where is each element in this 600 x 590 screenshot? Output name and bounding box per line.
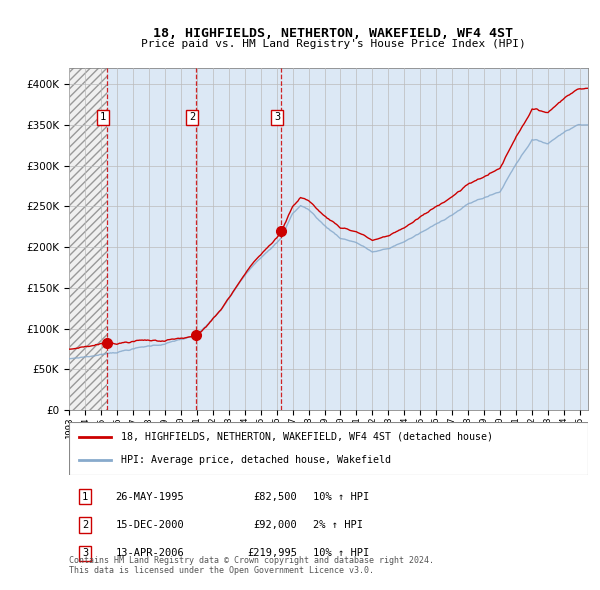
Text: 3: 3	[274, 113, 280, 123]
FancyBboxPatch shape	[69, 422, 588, 475]
Text: 18, HIGHFIELDS, NETHERTON, WAKEFIELD, WF4 4ST (detached house): 18, HIGHFIELDS, NETHERTON, WAKEFIELD, WF…	[121, 432, 493, 442]
Text: 3: 3	[82, 549, 88, 558]
Bar	[69, 68, 107, 410]
Text: 13-APR-2006: 13-APR-2006	[116, 549, 184, 558]
Text: 18, HIGHFIELDS, NETHERTON, WAKEFIELD, WF4 4ST: 18, HIGHFIELDS, NETHERTON, WAKEFIELD, WF…	[153, 27, 513, 40]
Text: 10% ↑ HPI: 10% ↑ HPI	[313, 549, 369, 558]
Text: 26-MAY-1995: 26-MAY-1995	[116, 492, 184, 502]
Text: 2: 2	[189, 113, 195, 123]
Text: 15-DEC-2000: 15-DEC-2000	[116, 520, 184, 530]
Text: Price paid vs. HM Land Registry's House Price Index (HPI): Price paid vs. HM Land Registry's House …	[140, 39, 526, 49]
Text: £82,500: £82,500	[254, 492, 298, 502]
Text: Contains HM Land Registry data © Crown copyright and database right 2024.
This d: Contains HM Land Registry data © Crown c…	[69, 556, 434, 575]
Text: £92,000: £92,000	[254, 520, 298, 530]
Text: £219,995: £219,995	[247, 549, 298, 558]
Text: 2: 2	[82, 520, 88, 530]
Text: 10% ↑ HPI: 10% ↑ HPI	[313, 492, 369, 502]
Text: HPI: Average price, detached house, Wakefield: HPI: Average price, detached house, Wake…	[121, 455, 391, 465]
Text: 1: 1	[100, 113, 106, 123]
Text: 2% ↑ HPI: 2% ↑ HPI	[313, 520, 363, 530]
Text: 1: 1	[82, 492, 88, 502]
